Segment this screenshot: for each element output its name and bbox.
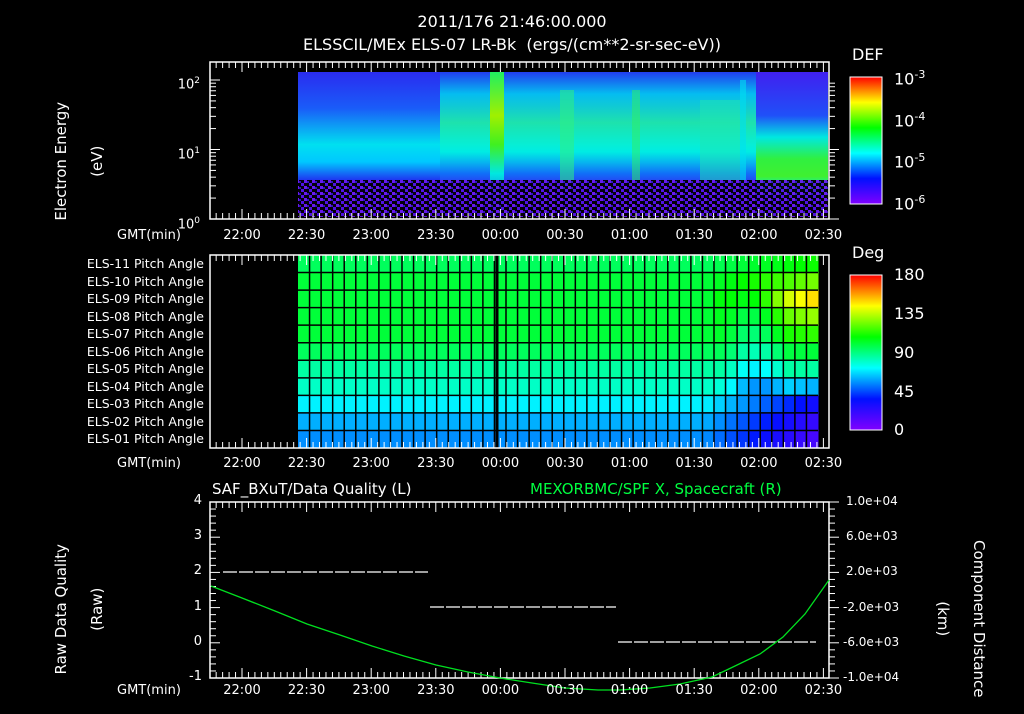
time-axis-label-3: GMT(min) (117, 683, 181, 698)
quality-ytick: 0 (193, 633, 202, 649)
pitch-angle-grid (298, 255, 819, 449)
time-tick-label: 23:30 (417, 683, 455, 698)
time-tick-label: 02:30 (804, 456, 843, 471)
distance-ytick: 1.0e+04 (846, 494, 898, 508)
time-tick-label: 01:30 (675, 683, 713, 698)
deg-colorbar-title: Deg (852, 243, 885, 262)
pitch-channel-label: ELS-02 Pitch Angle (86, 413, 204, 429)
right-series-title: MEXORBMC/SPF X, Spacecraft (R) (530, 480, 782, 498)
time-tick-label: 22:30 (287, 228, 326, 243)
time-tick-label: 23:30 (417, 456, 455, 471)
time-tick-label: 00:30 (546, 456, 584, 471)
time-tick-label: 22:00 (223, 228, 261, 243)
time-tick-label: 02:00 (740, 683, 778, 698)
distance-ytick: -2.0e+03 (843, 599, 900, 614)
time-tick-label: 02:00 (740, 228, 778, 243)
energy-ytick-1: 100 (177, 216, 200, 233)
spf-x-series (210, 579, 830, 691)
time-tick-label: 01:00 (610, 228, 649, 243)
deg-label-0: 0 (894, 420, 905, 439)
quality-ytick: -1 (189, 669, 202, 684)
quality-y-axis-label: Raw Data Quality (Raw) (52, 543, 106, 675)
deg-label-90: 90 (894, 343, 915, 362)
time-tick-label: 22:00 (223, 683, 261, 698)
time-tick-label: 02:00 (740, 456, 778, 471)
time-tick-label: 23:00 (352, 683, 390, 698)
deg-label-180: 180 (894, 265, 925, 284)
pitch-channel-label: ELS-06 Pitch Angle (86, 343, 204, 359)
time-tick-label: 22:30 (287, 456, 326, 471)
left-series-title: SAF_BXuT/Data Quality (L) (212, 480, 412, 498)
quality-ytick: 3 (193, 528, 202, 544)
time-tick-label: 01:30 (675, 456, 713, 471)
distance-ytick: 6.0e+03 (846, 529, 898, 544)
distance-ytick: -1.0e+04 (843, 670, 900, 684)
time-tick-label: 02:30 (804, 683, 843, 698)
time-tick-label: 23:00 (352, 456, 390, 471)
energy-spectrogram (298, 72, 828, 217)
deg-label-45: 45 (894, 382, 915, 401)
def-colorbar (849, 76, 883, 205)
time-tick-label: 01:00 (610, 683, 649, 698)
time-tick-label: 22:00 (223, 456, 261, 471)
pitch-channel-label: ELS-08 Pitch Angle (86, 308, 204, 324)
time-tick-label: 01:00 (610, 456, 649, 471)
time-tick-label: 23:00 (352, 228, 390, 243)
time-tick-label: 00:00 (481, 683, 520, 698)
pitch-channel-label: ELS-03 Pitch Angle (86, 396, 204, 412)
distance-ytick: -6.0e+03 (843, 634, 900, 649)
time-tick-label: 00:30 (546, 683, 584, 698)
time-tick-label: 02:30 (804, 228, 843, 243)
plot-datetime: 2011/176 21:46:00.000 (417, 12, 607, 31)
quality-panel-frame (209, 501, 830, 679)
pitch-channel-label: ELS-04 Pitch Angle (86, 378, 204, 394)
def-label-1e-5: 10-5 (894, 151, 926, 172)
def-label-1e-6: 10-6 (894, 193, 926, 214)
time-tick-label: 00:00 (481, 456, 520, 471)
time-axis-label-1: GMT(min) (117, 228, 181, 243)
pitch-channel-label: ELS-09 Pitch Angle (86, 291, 204, 307)
time-tick-label: 00:30 (546, 228, 584, 243)
deg-label-135: 135 (894, 304, 925, 323)
deg-colorbar (849, 274, 883, 431)
quality-ytick: 2 (193, 563, 202, 579)
time-axis-label-2: GMT(min) (117, 456, 181, 471)
quality-ytick: 1 (193, 598, 202, 614)
time-tick-label: 00:00 (481, 228, 520, 243)
distance-y-axis-label: Component Distance (km) (934, 540, 988, 698)
time-tick-label: 23:30 (417, 228, 455, 243)
quality-ytick: 4 (193, 493, 202, 508)
def-label-1e-4: 10-4 (894, 110, 926, 131)
time-tick-label: 01:30 (675, 228, 713, 243)
pitch-channel-label: ELS-07 Pitch Angle (86, 326, 204, 342)
distance-ytick: 2.0e+03 (846, 564, 898, 579)
pitch-channel-label: ELS-11 Pitch Angle (86, 256, 204, 271)
pitch-channel-label: ELS-10 Pitch Angle (86, 273, 204, 289)
energy-ytick-10: 101 (177, 146, 200, 163)
data-quality-series (223, 571, 816, 643)
time-tick-label: 22:30 (287, 683, 326, 698)
plot-subtitle: ELSSCIL/MEx ELS-07 LR-Bk (ergs/(cm**2-sr… (303, 35, 721, 54)
def-colorbar-title: DEF (852, 45, 884, 64)
pitch-channel-label: ELS-05 Pitch Angle (86, 361, 204, 377)
energy-ytick-100: 102 (177, 76, 200, 93)
pitch-channel-label: ELS-01 Pitch Angle (86, 431, 204, 447)
energy-y-axis-label: Electron Energy (eV) (52, 101, 106, 221)
def-label-1e-3: 10-3 (894, 68, 926, 89)
